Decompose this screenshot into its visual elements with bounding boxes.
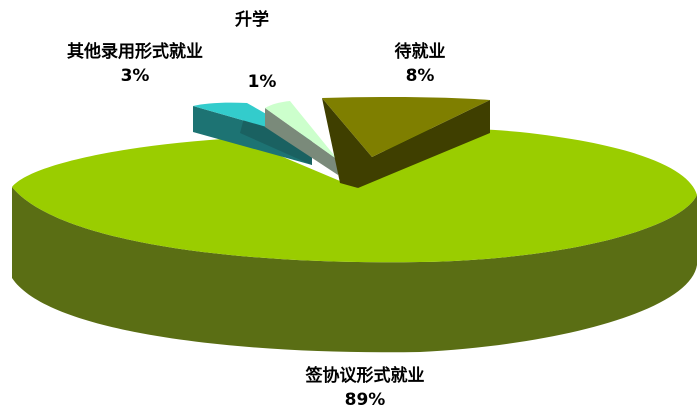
slice-side-signed-employment bbox=[12, 187, 697, 353]
label-signed-employment: 签协议形式就业 89% bbox=[305, 366, 425, 410]
slice-unemployed bbox=[322, 96, 490, 157]
label-other-employment: 其他录用形式就业 3% bbox=[67, 42, 203, 86]
slice-side-further-study bbox=[265, 108, 338, 175]
label-unemployed: 待就业 8% bbox=[394, 42, 446, 86]
slice-signed-employment bbox=[12, 128, 697, 263]
label-further-study-name: 升学 bbox=[235, 10, 269, 30]
slice-further-study bbox=[265, 101, 338, 160]
label-further-study-value: 1% bbox=[247, 72, 277, 92]
slice-side-unemployed bbox=[322, 98, 490, 188]
